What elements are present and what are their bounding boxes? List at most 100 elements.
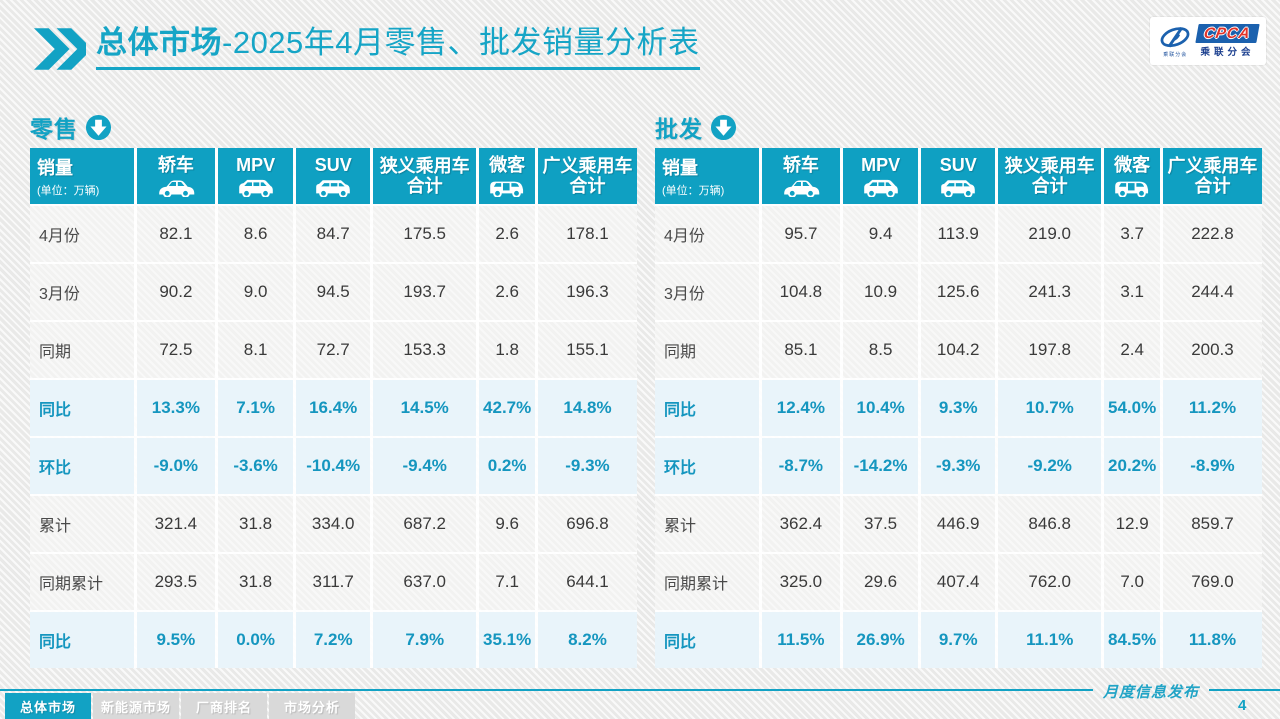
- page-title-rest: -2025年4月零售、批发销量分析表: [222, 25, 700, 60]
- volume-label: 销量: [37, 158, 73, 178]
- table-cell: -9.3%: [921, 438, 996, 494]
- table-cell: 11.1%: [998, 612, 1102, 668]
- table-cell: 637.0: [373, 554, 477, 610]
- table-cell: -8.9%: [1162, 438, 1262, 494]
- table-cell: 10.9: [842, 264, 919, 320]
- column-header-label: 广义乘用车 合计: [542, 155, 633, 196]
- row-label: 同比: [655, 380, 759, 436]
- logo-name: 乘联分会: [1200, 47, 1255, 58]
- table-cell: 104.2: [921, 322, 996, 378]
- column-header-label: MPV: [861, 155, 901, 176]
- microvan-icon: [1113, 178, 1151, 197]
- table-cell: -9.2%: [998, 438, 1102, 494]
- row-label: 环比: [30, 438, 134, 494]
- row-label: 4月份: [30, 206, 134, 262]
- footer-rule-right: [1209, 689, 1280, 691]
- volume-header-cell: 销量 (单位：万辆): [30, 148, 134, 204]
- footer-nav: 总体市场 新能源市场 厂商排名 市场分析: [5, 693, 355, 719]
- table-cell: 7.0: [1104, 554, 1160, 610]
- table-cell: 42.7%: [479, 380, 535, 436]
- page-title-section: 总体市场: [96, 25, 222, 60]
- table-cell: 113.9: [921, 206, 996, 262]
- retail-label-text: 零售: [30, 116, 78, 142]
- table-cell: 9.5%: [136, 612, 215, 668]
- microvan-icon: [488, 178, 526, 197]
- table-cell: 14.8%: [537, 380, 637, 436]
- table-cell: 11.5%: [761, 612, 840, 668]
- table-cell: 3.7: [1104, 206, 1160, 262]
- cpca-swoosh-icon: 乘联分会: [1158, 25, 1192, 58]
- table-cell: 244.4: [1162, 264, 1262, 320]
- table-cell: 26.9%: [842, 612, 919, 668]
- table-cell: 84.5%: [1104, 612, 1160, 668]
- volume-header-cell: 销量 (单位：万辆): [655, 148, 759, 204]
- retail-label: 零售: [30, 110, 637, 144]
- logo-acronym: CPCA: [1195, 24, 1260, 43]
- table-cell: 12.4%: [761, 380, 840, 436]
- table-cell: 325.0: [761, 554, 840, 610]
- table-cell: 95.7: [761, 206, 840, 262]
- table-cell: 241.3: [998, 264, 1102, 320]
- table-cell: 72.7: [296, 322, 371, 378]
- table-cell: -3.6%: [217, 438, 294, 494]
- down-arrow-icon: [85, 114, 112, 140]
- column-header-label: 轿车: [782, 155, 819, 176]
- table-cell: 35.1%: [479, 612, 535, 668]
- row-label: 累计: [655, 496, 759, 552]
- row-label: 累计: [30, 496, 134, 552]
- column-header-microvan: 微客: [479, 148, 535, 204]
- table-cell: 362.4: [761, 496, 840, 552]
- table-cell: 90.2: [136, 264, 215, 320]
- row-label: 3月份: [30, 264, 134, 320]
- table-cell: 155.1: [537, 322, 637, 378]
- row-label: 环比: [655, 438, 759, 494]
- table-cell: 8.1: [217, 322, 294, 378]
- volume-label: 销量: [662, 158, 698, 178]
- publication-label: 月度信息发布: [1102, 685, 1199, 701]
- table-cell: 82.1: [136, 206, 215, 262]
- retail-table: 销量 (单位：万辆) 轿车 MPV SUV 狭义乘用车 合计 微客 广义乘用车 合计 4月份 82…: [30, 148, 637, 668]
- table-cell: 8.5: [842, 322, 919, 378]
- table-cell: 125.6: [921, 264, 996, 320]
- table-cell: 8.2%: [537, 612, 637, 668]
- column-header-label: 微客: [1114, 155, 1151, 176]
- table-cell: 9.0: [217, 264, 294, 320]
- down-arrow-icon: [710, 114, 737, 140]
- suv-icon: [939, 178, 977, 197]
- table-cell: 29.6: [842, 554, 919, 610]
- cpca-logo: 乘联分会 CPCA 乘联分会: [1150, 17, 1266, 65]
- volume-unit: (单位：万辆): [37, 185, 100, 197]
- column-header-label: SUV: [939, 155, 977, 176]
- table-cell: 2.4: [1104, 322, 1160, 378]
- column-header-total: 广义乘用车 合计: [1162, 148, 1262, 204]
- column-header-label: SUV: [314, 155, 352, 176]
- suv-icon: [314, 178, 352, 197]
- table-cell: 407.4: [921, 554, 996, 610]
- header: 总体市场-2025年4月零售、批发销量分析表: [34, 24, 700, 75]
- footer-tab-1[interactable]: 总体市场: [5, 693, 91, 719]
- table-cell: 31.8: [217, 554, 294, 610]
- table-cell: 644.1: [537, 554, 637, 610]
- footer-tab-4[interactable]: 市场分析: [269, 693, 355, 719]
- column-header-label: 狭义乘用车 合计: [1004, 155, 1095, 196]
- table-cell: 9.4: [842, 206, 919, 262]
- footer-tab-3[interactable]: 厂商排名: [181, 693, 267, 719]
- double-chevron-icon: [34, 28, 93, 75]
- table-cell: 104.8: [761, 264, 840, 320]
- table-cell: 222.8: [1162, 206, 1262, 262]
- footer-tab-2[interactable]: 新能源市场: [93, 693, 179, 719]
- table-cell: 20.2%: [1104, 438, 1160, 494]
- column-header-label: MPV: [236, 155, 276, 176]
- table-cell: 8.6: [217, 206, 294, 262]
- column-header-microvan: 微客: [1104, 148, 1160, 204]
- column-header-total: 广义乘用车 合计: [537, 148, 637, 204]
- table-cell: 14.5%: [373, 380, 477, 436]
- wholesale-table: 销量 (单位：万辆) 轿车 MPV SUV 狭义乘用车 合计 微客 广义乘用车 合计 4月份 95…: [655, 148, 1262, 668]
- table-cell: 321.4: [136, 496, 215, 552]
- table-cell: 9.3%: [921, 380, 996, 436]
- row-label: 3月份: [655, 264, 759, 320]
- table-cell: -10.4%: [296, 438, 371, 494]
- mpv-icon: [237, 178, 275, 197]
